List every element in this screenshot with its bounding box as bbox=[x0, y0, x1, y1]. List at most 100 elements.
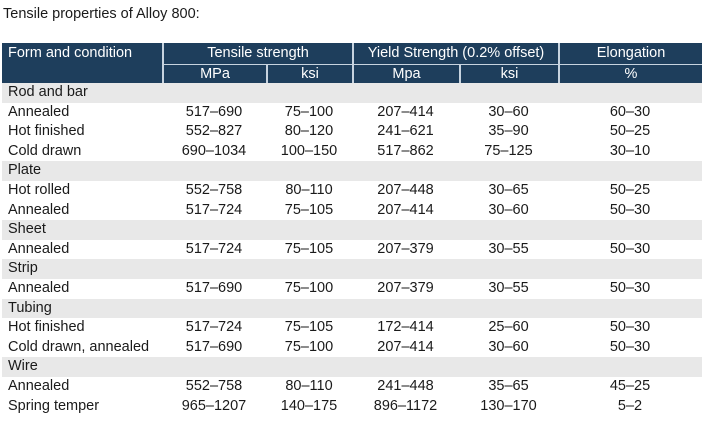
cell-elongation: 50–30 bbox=[609, 201, 651, 218]
cell-elongation: 5–2 bbox=[617, 397, 643, 414]
group-label: Rod and bar bbox=[8, 84, 88, 100]
header-yield-strength: Yield Strength (0.2% offset) bbox=[352, 43, 558, 64]
cell-tensile-ksi: 80–110 bbox=[285, 181, 333, 198]
cell-yield-ksi: 35–65 bbox=[488, 377, 529, 394]
cell-yield-ksi: 30–60 bbox=[488, 338, 529, 355]
table-row: Hot finished 517–724 75–105 172–414 25–60 50–… bbox=[2, 318, 702, 338]
cell-yield-mpa: 207–379 bbox=[377, 240, 434, 257]
unit-tensile-mpa: MPa bbox=[162, 64, 266, 83]
cell-tensile-mpa: 517–690 bbox=[185, 279, 243, 296]
cell-yield-ksi: 30–60 bbox=[488, 201, 529, 218]
table-row: Cold drawn, annealed 517–690 75–100 207–414… bbox=[2, 338, 702, 358]
cell-yield-ksi: 30–55 bbox=[488, 240, 529, 257]
cell-elongation: 50–30 bbox=[609, 338, 651, 355]
cell-yield-mpa: 207–448 bbox=[377, 181, 434, 198]
cell-condition: Annealed bbox=[8, 201, 70, 218]
table-row: Cold drawn 690–1034 100–150 517–862 75–125 30… bbox=[2, 142, 702, 162]
header-tensile-strength: Tensile strength bbox=[162, 43, 352, 64]
table-body: Rod and bar Annealed 517–690 75–100 207–414 3… bbox=[2, 83, 702, 416]
group-row: Sheet bbox=[2, 220, 702, 240]
group-label: Sheet bbox=[8, 221, 46, 238]
group-label: Strip bbox=[8, 260, 38, 277]
cell-tensile-ksi: 80–120 bbox=[284, 123, 334, 140]
table-header-row: Form and condition Tensile strength Yiel… bbox=[2, 43, 702, 64]
table-row: Annealed 517–690 75–100 207–379 30–55 50–30 bbox=[2, 279, 702, 299]
cell-tensile-ksi: 100–150 bbox=[280, 142, 338, 159]
cell-yield-mpa: 896–1172 bbox=[373, 397, 438, 414]
cell-yield-ksi: 30–65 bbox=[488, 181, 529, 198]
group-row: Strip bbox=[2, 259, 702, 279]
cell-condition: Spring temper bbox=[8, 397, 100, 414]
cell-tensile-ksi: 75–105 bbox=[284, 319, 334, 336]
cell-yield-mpa: 517–862 bbox=[377, 142, 434, 159]
cell-yield-ksi: 130–170 bbox=[480, 397, 537, 414]
group-row: Rod and bar bbox=[2, 83, 702, 103]
unit-tensile-ksi: ksi bbox=[266, 64, 352, 83]
table-row: Annealed 552–758 80–110 241–448 35–65 45–25 bbox=[2, 377, 702, 397]
cell-elongation: 30–10 bbox=[609, 142, 651, 159]
cell-yield-ksi: 30–55 bbox=[488, 279, 529, 296]
header-units-spacer bbox=[2, 64, 162, 83]
cell-yield-ksi: 25–60 bbox=[488, 319, 529, 336]
cell-elongation: 50–30 bbox=[609, 319, 651, 336]
cell-tensile-ksi: 80–110 bbox=[285, 377, 333, 394]
unit-elongation-percent: % bbox=[558, 64, 702, 83]
cell-elongation: 60–30 bbox=[609, 103, 651, 120]
cell-tensile-mpa: 690–1034 bbox=[181, 142, 247, 159]
table-units-row: MPa ksi Mpa ksi % bbox=[2, 64, 702, 83]
cell-yield-mpa: 241–621 bbox=[377, 123, 434, 140]
cell-tensile-mpa: 552–758 bbox=[185, 377, 243, 394]
properties-table: Form and condition Tensile strength Yiel… bbox=[2, 43, 702, 416]
cell-tensile-mpa: 517–724 bbox=[185, 240, 243, 257]
cell-tensile-mpa: 552–827 bbox=[185, 123, 243, 140]
cell-tensile-mpa: 517–690 bbox=[185, 103, 243, 120]
cell-elongation: 45–25 bbox=[609, 377, 651, 394]
cell-yield-ksi: 75–125 bbox=[484, 142, 533, 159]
cell-tensile-mpa: 517–724 bbox=[185, 201, 243, 218]
cell-yield-mpa: 207–414 bbox=[377, 338, 434, 355]
group-row: Wire bbox=[2, 357, 702, 377]
table-row: Hot finished 552–827 80–120 241–621 35–90 50–… bbox=[2, 122, 702, 142]
cell-yield-mpa: 241–448 bbox=[377, 377, 434, 394]
cell-tensile-ksi: 140–175 bbox=[280, 397, 338, 414]
group-label: Tubing bbox=[8, 299, 52, 316]
cell-tensile-ksi: 75–100 bbox=[284, 103, 334, 120]
cell-yield-mpa: 207–414 bbox=[377, 103, 434, 120]
group-label: Wire bbox=[8, 358, 38, 375]
cell-tensile-mpa: 517–690 bbox=[185, 338, 243, 355]
table-row: Annealed 517–724 75–105 207–414 30–60 50–30 bbox=[2, 201, 702, 221]
cell-condition: Cold drawn, annealed bbox=[8, 338, 150, 355]
table-caption: Tensile properties of Alloy 800: bbox=[3, 6, 200, 22]
unit-yield-ksi: ksi bbox=[459, 64, 558, 83]
group-row: Plate bbox=[2, 161, 702, 181]
cell-tensile-ksi: 75–100 bbox=[284, 338, 334, 355]
cell-tensile-ksi: 75–100 bbox=[284, 279, 334, 296]
cell-elongation: 50–30 bbox=[609, 240, 651, 257]
cell-yield-mpa: 172–414 bbox=[377, 319, 434, 336]
table-row: Hot rolled 552–758 80–110 207–448 30–65 50–25 bbox=[2, 181, 702, 201]
cell-yield-mpa: 207–414 bbox=[377, 201, 434, 218]
table-row: Annealed 517–690 75–100 207–414 30–60 60–30 bbox=[2, 103, 702, 123]
cell-condition: Cold drawn bbox=[8, 142, 82, 159]
header-form-condition: Form and condition bbox=[8, 45, 133, 61]
cell-yield-ksi: 35–90 bbox=[488, 123, 529, 140]
cell-elongation: 50–25 bbox=[609, 123, 651, 140]
unit-yield-mpa: Mpa bbox=[352, 64, 459, 83]
cell-condition: Annealed bbox=[8, 279, 70, 296]
group-row: Tubing bbox=[2, 298, 702, 319]
table-row: Spring temper 965–1207 140–175 896–1172 130–… bbox=[2, 397, 702, 417]
cell-condition: Annealed bbox=[8, 240, 70, 257]
cell-yield-mpa: 207–379 bbox=[377, 279, 434, 296]
cell-tensile-mpa: 965–1207 bbox=[181, 397, 247, 414]
cell-tensile-mpa: 552–758 bbox=[185, 181, 243, 198]
group-label: Plate bbox=[8, 162, 42, 179]
cell-tensile-mpa: 517–724 bbox=[185, 319, 243, 336]
cell-condition: Hot finished bbox=[8, 123, 85, 140]
cell-tensile-ksi: 75–105 bbox=[284, 201, 334, 218]
cell-yield-ksi: 30–60 bbox=[488, 103, 529, 120]
cell-tensile-ksi: 75–105 bbox=[284, 240, 334, 257]
cell-elongation: 50–25 bbox=[609, 181, 651, 198]
cell-condition: Annealed bbox=[8, 103, 70, 120]
cell-condition: Annealed bbox=[8, 377, 70, 394]
cell-condition: Hot rolled bbox=[8, 181, 71, 198]
